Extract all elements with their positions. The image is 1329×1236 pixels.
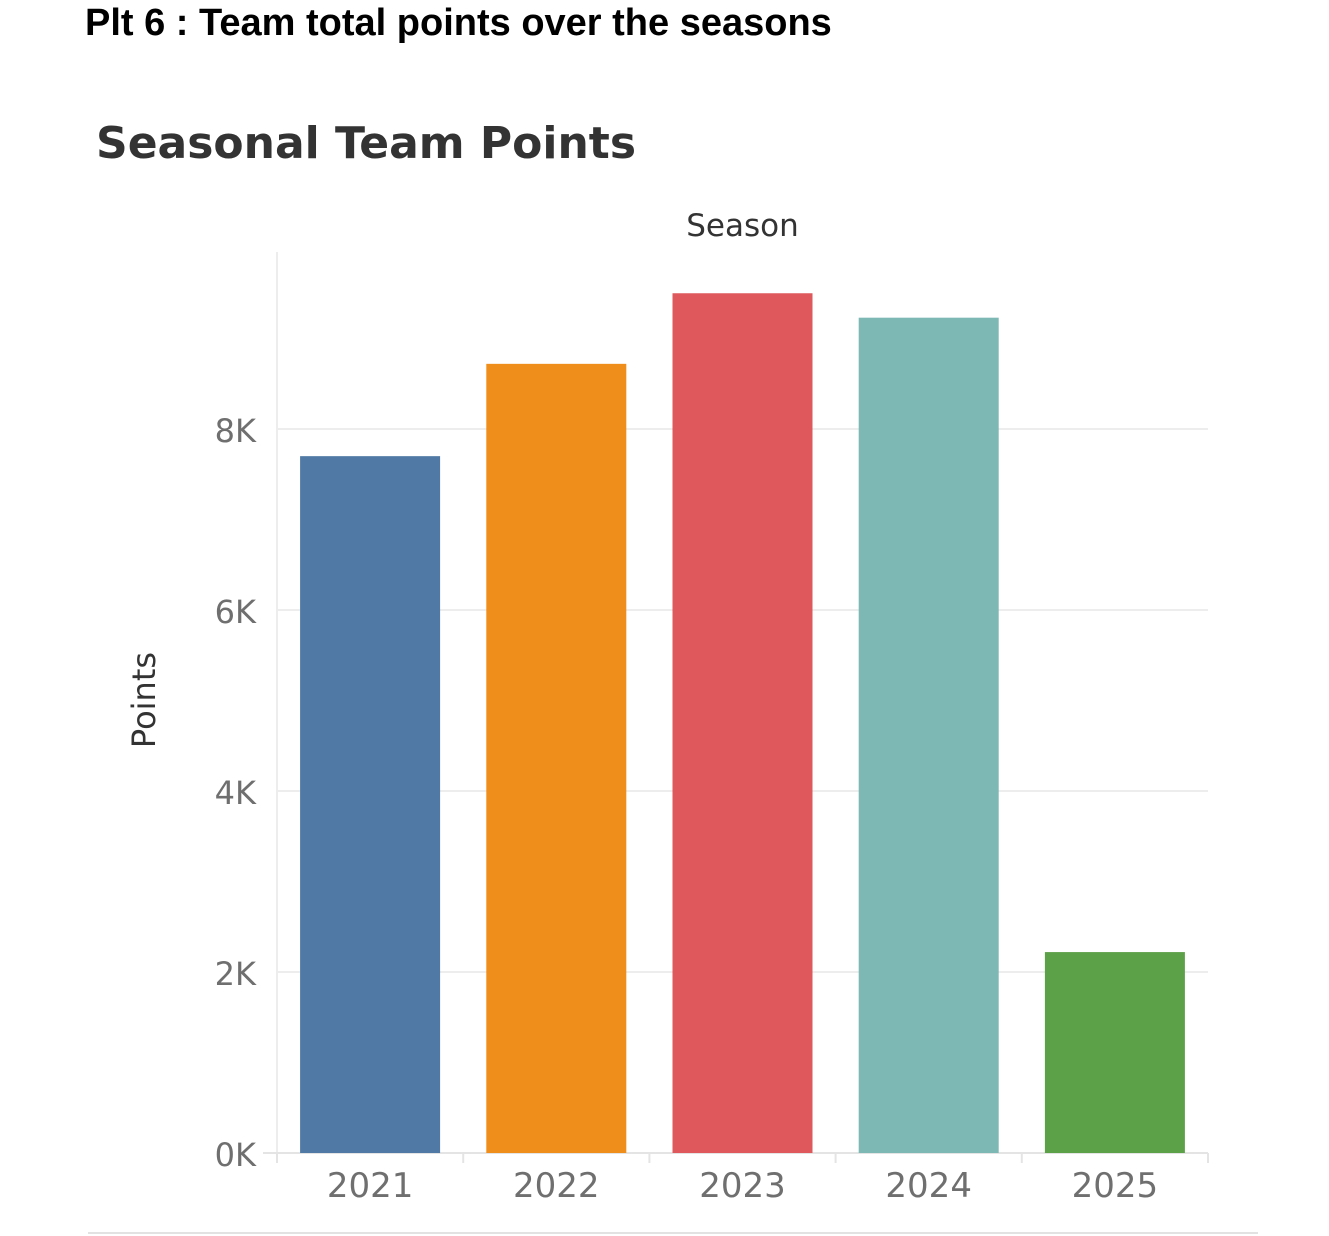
y-tick-label: 0K bbox=[215, 1136, 257, 1174]
chart-title: Seasonal Team Points bbox=[96, 118, 637, 169]
bar-2021 bbox=[300, 456, 441, 1153]
labels: 0K 2K 4K 6K 8K 2021 2022 2023 2024 2025 Season Poin… bbox=[125, 208, 1158, 1206]
x-tick-label: 2021 bbox=[327, 1166, 414, 1206]
bar-2025 bbox=[1044, 952, 1185, 1153]
bottom-divider bbox=[88, 1232, 1258, 1234]
x-tick-label: 2022 bbox=[513, 1166, 600, 1206]
x-tick-label: 2023 bbox=[699, 1166, 786, 1206]
bars bbox=[300, 293, 1185, 1154]
y-tick-label: 2K bbox=[215, 955, 257, 993]
bar-2024 bbox=[858, 317, 999, 1153]
x-tick-label: 2024 bbox=[885, 1166, 972, 1206]
figure-caption: Plt 6 : Team total points over the seaso… bbox=[85, 2, 832, 44]
bar-2022 bbox=[486, 363, 627, 1154]
y-tick-label: 4K bbox=[215, 774, 257, 812]
x-axis-title: Season bbox=[686, 208, 799, 244]
y-axis-title: Points bbox=[125, 652, 163, 748]
x-tick-label: 2025 bbox=[1072, 1166, 1159, 1206]
bar-2023 bbox=[672, 293, 813, 1153]
y-tick-label: 6K bbox=[215, 593, 257, 631]
y-tick-label: 8K bbox=[215, 412, 257, 450]
